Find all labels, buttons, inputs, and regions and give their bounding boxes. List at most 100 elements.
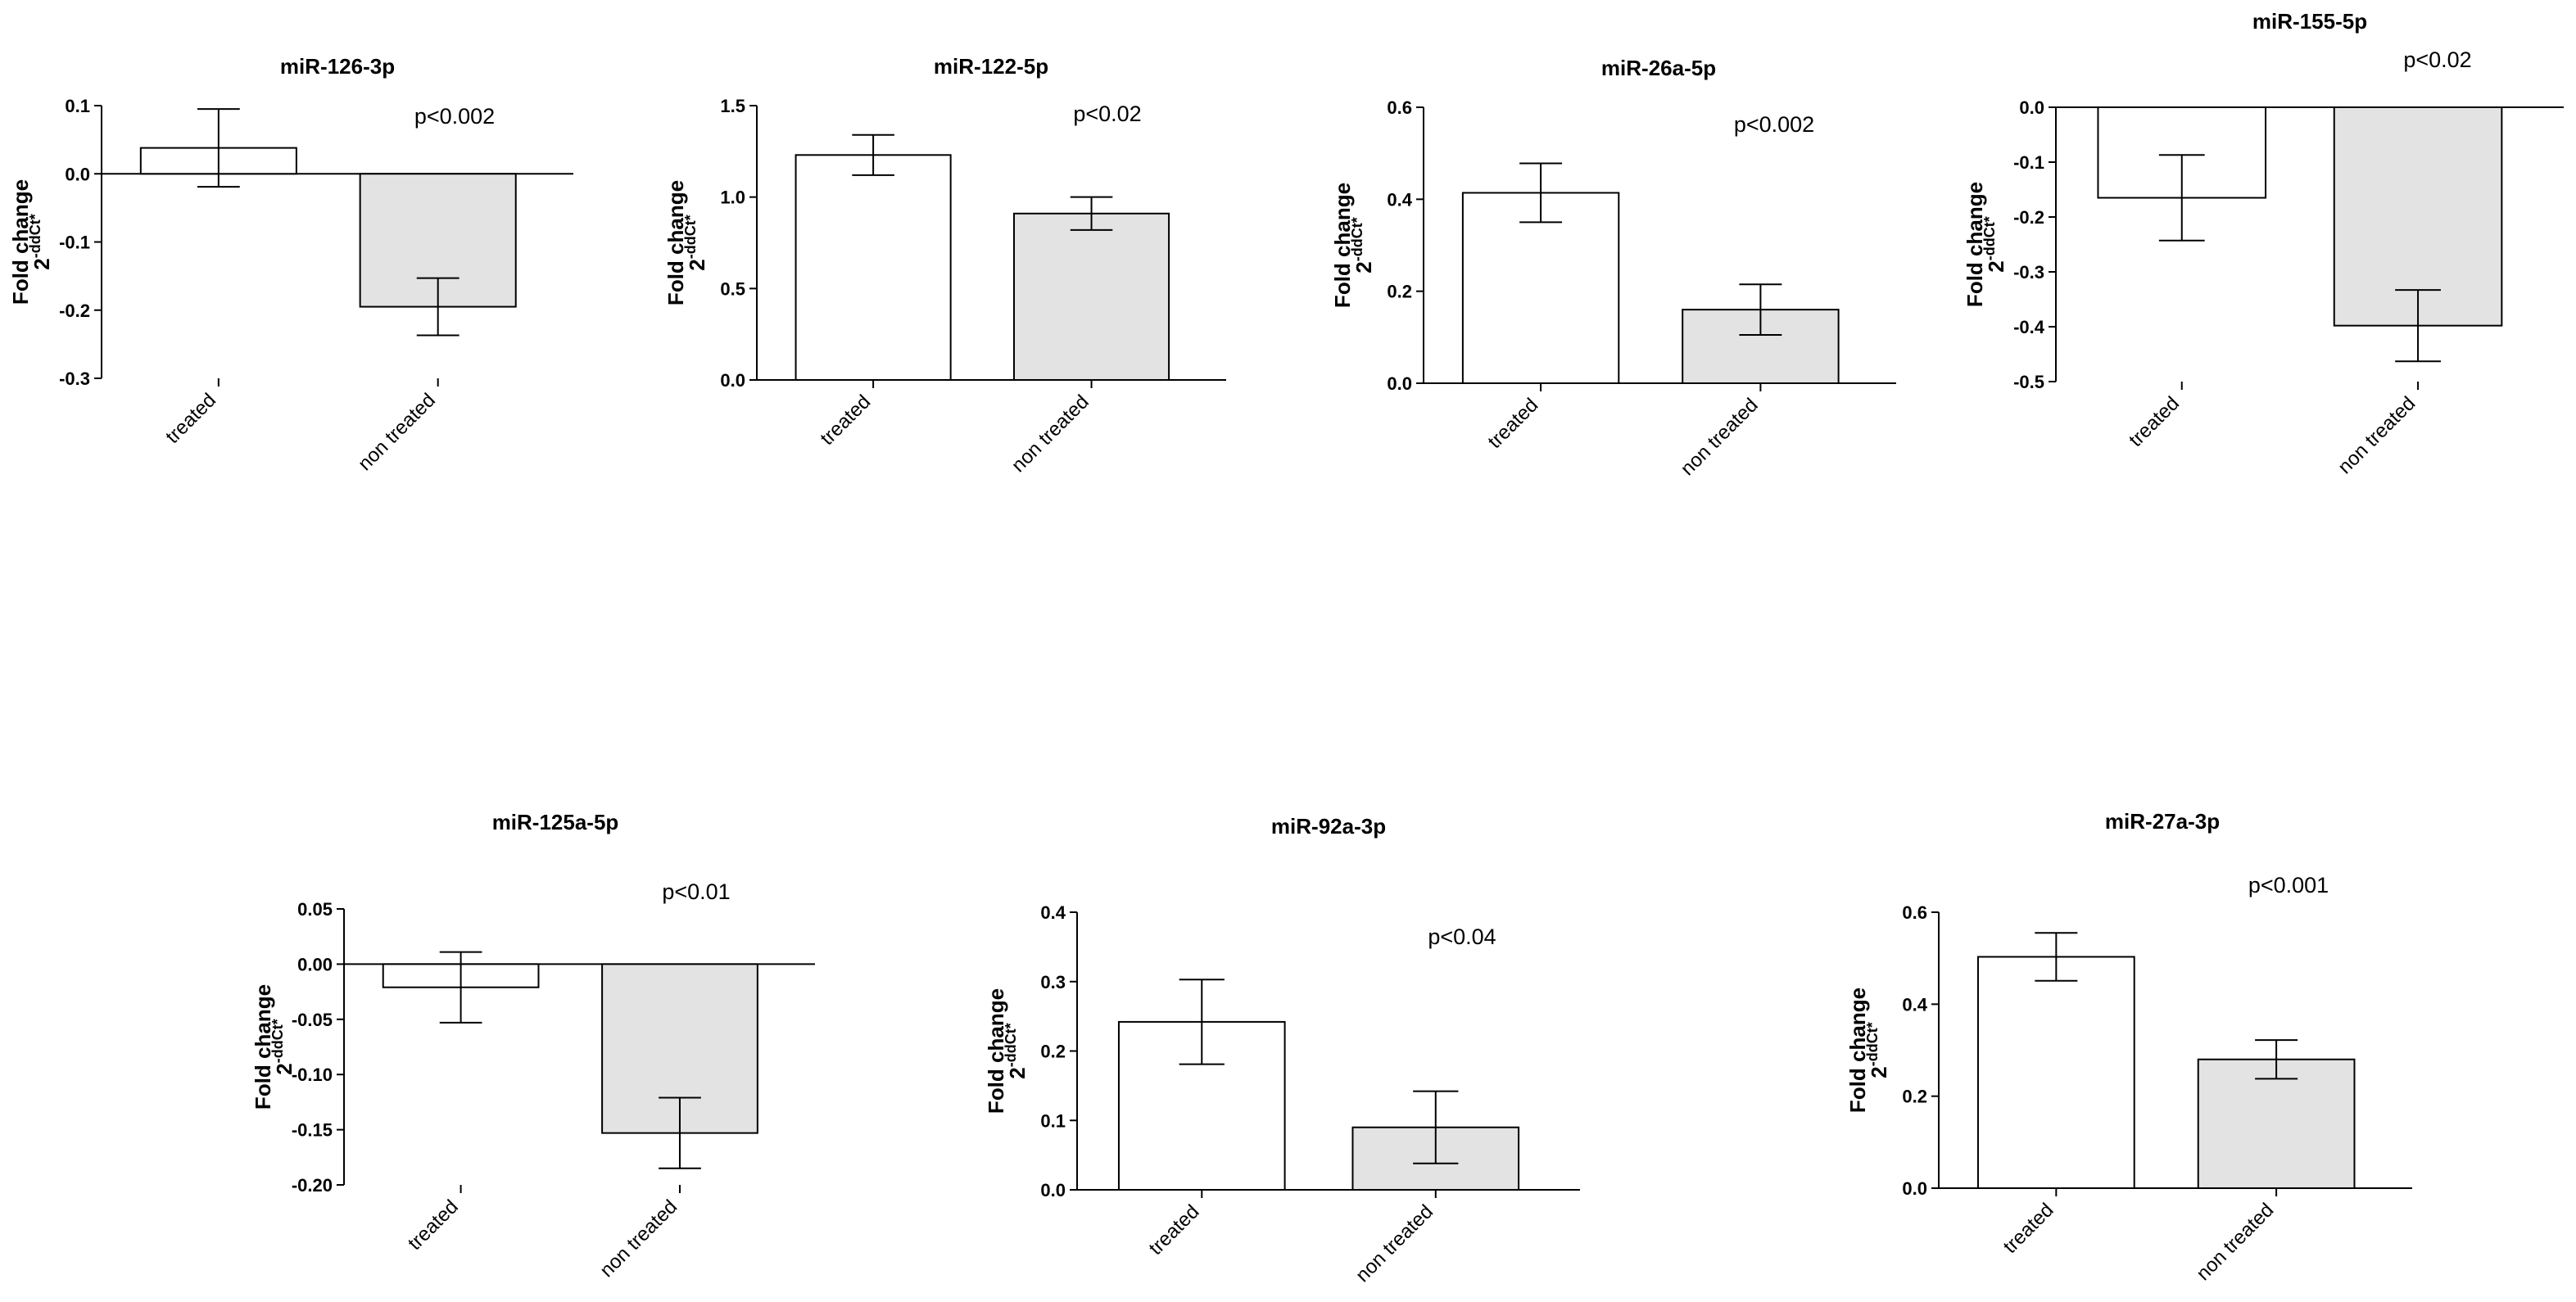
p-value-annotation: p<0.001: [2248, 873, 2329, 897]
x-category-label: treated: [2125, 392, 2184, 451]
y-axis-label-superscript: -ddCt*: [27, 214, 43, 258]
y-axis-label-base: 2: [1005, 1067, 1030, 1078]
y-tick-label: 0.1: [65, 96, 90, 116]
chart-title: miR-122-5p: [934, 54, 1048, 79]
y-tick-label: 0.2: [1040, 1042, 1066, 1062]
y-tick-label: -0.4: [2013, 317, 2045, 337]
p-value-annotation: p<0.02: [2403, 47, 2471, 72]
p-value-annotation: p<0.01: [662, 879, 730, 904]
y-tick-label: 0.00: [297, 954, 333, 974]
y-axis-label-base: 2: [1351, 261, 1376, 273]
bar: [1976, 956, 2135, 1190]
y-tick-label: 0.6: [1387, 97, 1412, 118]
y-axis-label-superscript: -ddCt*: [1003, 1023, 1019, 1067]
chart-panel: miR-27a-3p 0.0 0.2 0.4 0.6 Fold change2-ddCt*…: [1845, 809, 2412, 1285]
chart-title: miR-126-3p: [280, 54, 395, 79]
chart-title: miR-27a-3p: [2105, 809, 2220, 834]
x-category-label: treated: [404, 1196, 463, 1255]
y-axis-label-superscript: -ddCt*: [1864, 1022, 1881, 1066]
y-tick-label: 0.0: [1040, 1180, 1066, 1200]
bar: [1461, 192, 1620, 384]
chart-panel: miR-26a-5p 0.0 0.2 0.4 0.6 Fold change2-ddCt*…: [1330, 56, 1896, 480]
chart-panel: miR-92a-3p 0.0 0.1 0.2 0.3 0.4 Fold change2-dd…: [984, 814, 1580, 1286]
x-category-label: treated: [161, 389, 220, 448]
p-value-annotation: p<0.02: [1073, 102, 1141, 126]
y-tick-label: 0.0: [1902, 1178, 1927, 1199]
chart-title: miR-26a-5p: [1601, 56, 1716, 80]
y-tick-label: 0.2: [1387, 282, 1412, 302]
bar: [795, 154, 952, 382]
y-axis-label: Fold change: [1963, 182, 1987, 307]
y-tick-label: -0.3: [2013, 262, 2044, 283]
y-axis-label: Fold change: [984, 988, 1008, 1114]
x-category-label: non treated: [2334, 392, 2420, 478]
y-tick-label: -0.1: [2013, 152, 2044, 173]
y-tick-label: 0.1: [1040, 1110, 1066, 1131]
p-value-annotation: p<0.04: [1428, 925, 1496, 949]
x-category-label: non treated: [595, 1196, 681, 1282]
y-tick-label: -0.3: [59, 368, 90, 389]
y-axis-label: Fold change: [251, 984, 275, 1110]
chart-panel: miR-155-5p -0.5 -0.4 -0.3 -0.2 -0.1 0.0 Fold ch…: [1963, 9, 2564, 478]
x-category-label: treated: [1483, 394, 1542, 453]
y-axis-label-superscript: -ddCt*: [1981, 216, 1998, 260]
x-category-label: treated: [1999, 1199, 2058, 1258]
y-tick-label: -0.1: [59, 233, 90, 253]
y-axis-label-base: 2: [1867, 1066, 1891, 1078]
chart-title: miR-155-5p: [2252, 9, 2367, 34]
y-tick-label: 0.0: [1387, 373, 1412, 394]
y-tick-label: -0.5: [2013, 372, 2044, 392]
chart-panel: miR-122-5p 0.0 0.5 1.0 1.5 Fold change2-ddCt*…: [663, 54, 1226, 477]
chart-panel: miR-125a-5p -0.20 -0.15 -0.10 -0.05 0.00 0.05 F…: [251, 810, 815, 1282]
p-value-annotation: p<0.002: [414, 104, 495, 129]
y-tick-label: -0.15: [292, 1120, 333, 1141]
y-axis-label-superscript: -ddCt*: [269, 1019, 286, 1063]
x-category-label: treated: [816, 391, 875, 450]
y-axis-label-exponent: 2-ddCt*: [1003, 1023, 1030, 1078]
y-tick-label: -0.05: [292, 1010, 333, 1030]
y-tick-label: 1.5: [720, 96, 745, 116]
y-axis-label-superscript: -ddCt*: [682, 215, 699, 259]
y-tick-label: 0.4: [1040, 902, 1066, 923]
y-axis-label-base: 2: [1984, 260, 2008, 272]
x-category-label: treated: [1145, 1200, 1204, 1259]
y-tick-label: 0.5: [720, 278, 745, 299]
y-tick-label: 0.2: [1902, 1087, 1927, 1107]
y-axis-label-exponent: 2-ddCt*: [269, 1019, 297, 1074]
y-tick-label: -0.2: [2013, 207, 2044, 228]
y-axis-label: Fold change: [663, 180, 688, 305]
y-axis-label-exponent: 2-ddCt*: [27, 214, 54, 269]
y-axis-label-base: 2: [272, 1063, 297, 1074]
y-axis-label-exponent: 2-ddCt*: [682, 215, 709, 270]
y-tick-label: 0.0: [2019, 97, 2044, 118]
y-tick-label: -0.2: [59, 301, 90, 321]
x-category-label: non treated: [1351, 1200, 1437, 1286]
x-category-label: non treated: [1007, 391, 1093, 477]
y-tick-label: 0.0: [65, 164, 90, 184]
y-tick-label: -0.10: [292, 1065, 333, 1085]
y-axis-label: Fold change: [1845, 988, 1870, 1113]
y-tick-label: 0.6: [1902, 902, 1927, 923]
y-tick-label: 0.05: [297, 899, 333, 920]
p-value-annotation: p<0.002: [1734, 112, 1814, 137]
chart-panel: miR-126-3p -0.3 -0.2 -0.1 0.0 0.1 Fold change2…: [8, 54, 573, 475]
y-tick-label: 0.3: [1040, 972, 1066, 992]
y-axis-label-base: 2: [29, 258, 54, 269]
y-tick-label: 1.0: [720, 188, 745, 208]
y-axis-label-exponent: 2-ddCt*: [1864, 1022, 1891, 1078]
y-tick-label: 0.0: [720, 370, 745, 391]
x-category-label: non treated: [1677, 394, 1763, 480]
y-axis-label: Fold change: [8, 179, 33, 305]
y-axis-label-base: 2: [685, 259, 709, 270]
y-axis-label: Fold change: [1330, 183, 1355, 308]
x-category-label: non treated: [2192, 1199, 2278, 1285]
x-category-label: non treated: [354, 389, 440, 475]
chart-title: miR-92a-3p: [1271, 814, 1386, 839]
chart-title: miR-125a-5p: [492, 810, 619, 834]
y-tick-label: -0.20: [292, 1175, 333, 1196]
y-tick-label: 0.4: [1387, 189, 1412, 210]
bar: [2197, 1058, 2356, 1189]
bar: [1013, 212, 1170, 381]
y-axis-label-exponent: 2-ddCt*: [1349, 217, 1376, 273]
